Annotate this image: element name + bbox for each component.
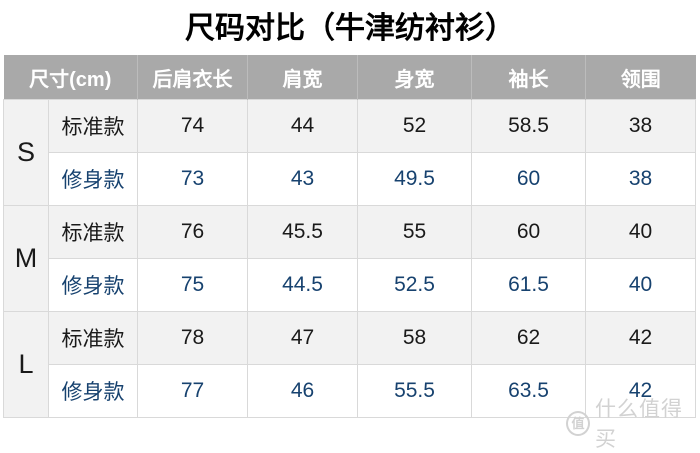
value-cell: 61.5 [471,258,587,312]
fit-label-cell: 修身款 [47,258,139,312]
value-cell: 58 [357,311,473,365]
value-cell: 49.5 [357,152,473,206]
value-cell: 77 [137,364,249,418]
table-row: L 标准款 78 47 58 62 42 [3,311,697,418]
value-cell: 58.5 [471,99,587,153]
fit-label-cell: 标准款 [47,99,139,153]
header-cell: 身宽 [357,55,473,100]
header-cell: 袖长 [471,55,587,100]
value-cell: 75 [137,258,249,312]
value-cell: 55 [357,205,473,259]
page-title: 尺码对比（牛津纺衬衫） [185,12,515,45]
value-cell: 42 [585,311,697,365]
size-comparison-table: 尺寸(cm) 后肩衣长 肩宽 身宽 袖长 领围 S 标准款 74 44 52 58.5 38 修身款 73… [3,55,697,418]
fit-label-cell: 修身款 [47,152,139,206]
value-cell: 44.5 [247,258,359,312]
value-cell: 52 [357,99,473,153]
value-cell: 38 [585,152,697,206]
size-group-cell: S [3,99,49,206]
size-group-cell: L [3,311,49,418]
size-group-cell: M [3,205,49,312]
value-cell: 76 [137,205,249,259]
value-cell: 52.5 [357,258,473,312]
value-cell: 40 [585,258,697,312]
fit-label-cell: 标准款 [47,311,139,365]
header-cell: 后肩衣长 [137,55,249,100]
value-cell: 60 [471,152,587,206]
value-cell: 43 [247,152,359,206]
value-cell: 74 [137,99,249,153]
table-row: 修身款 77 46 55.5 63.5 42 [4,364,697,418]
value-cell: 42 [585,364,697,418]
fit-label-cell: 标准款 [47,205,139,259]
value-cell: 45.5 [247,205,359,259]
value-cell: 55.5 [357,364,473,418]
value-cell: 62 [471,311,587,365]
table-row: 修身款 73 43 49.5 60 38 [4,152,697,206]
value-cell: 40 [585,205,697,259]
value-cell: 46 [247,364,359,418]
header-cell: 肩宽 [247,55,359,100]
value-cell: 73 [137,152,249,206]
table-row: S 标准款 74 44 52 58.5 38 [3,99,697,206]
value-cell: 38 [585,99,697,153]
value-cell: 47 [247,311,359,365]
table-body: S 标准款 74 44 52 58.5 38 修身款 73 43 49.5 60 38 M 标准款 76 45.… [3,99,697,418]
header-row: 尺寸(cm) 后肩衣长 肩宽 身宽 袖长 领围 [3,55,696,100]
value-cell: 44 [247,99,359,153]
header-cell: 领围 [585,55,696,100]
header-cell-size: 尺寸(cm) [3,55,139,100]
fit-label-cell: 修身款 [47,364,139,418]
table-row: M 标准款 76 45.5 55 60 40 [3,205,697,312]
value-cell: 78 [137,311,249,365]
value-cell: 60 [471,205,587,259]
value-cell: 63.5 [471,364,587,418]
table-row: 修身款 75 44.5 52.5 61.5 40 [4,258,697,312]
